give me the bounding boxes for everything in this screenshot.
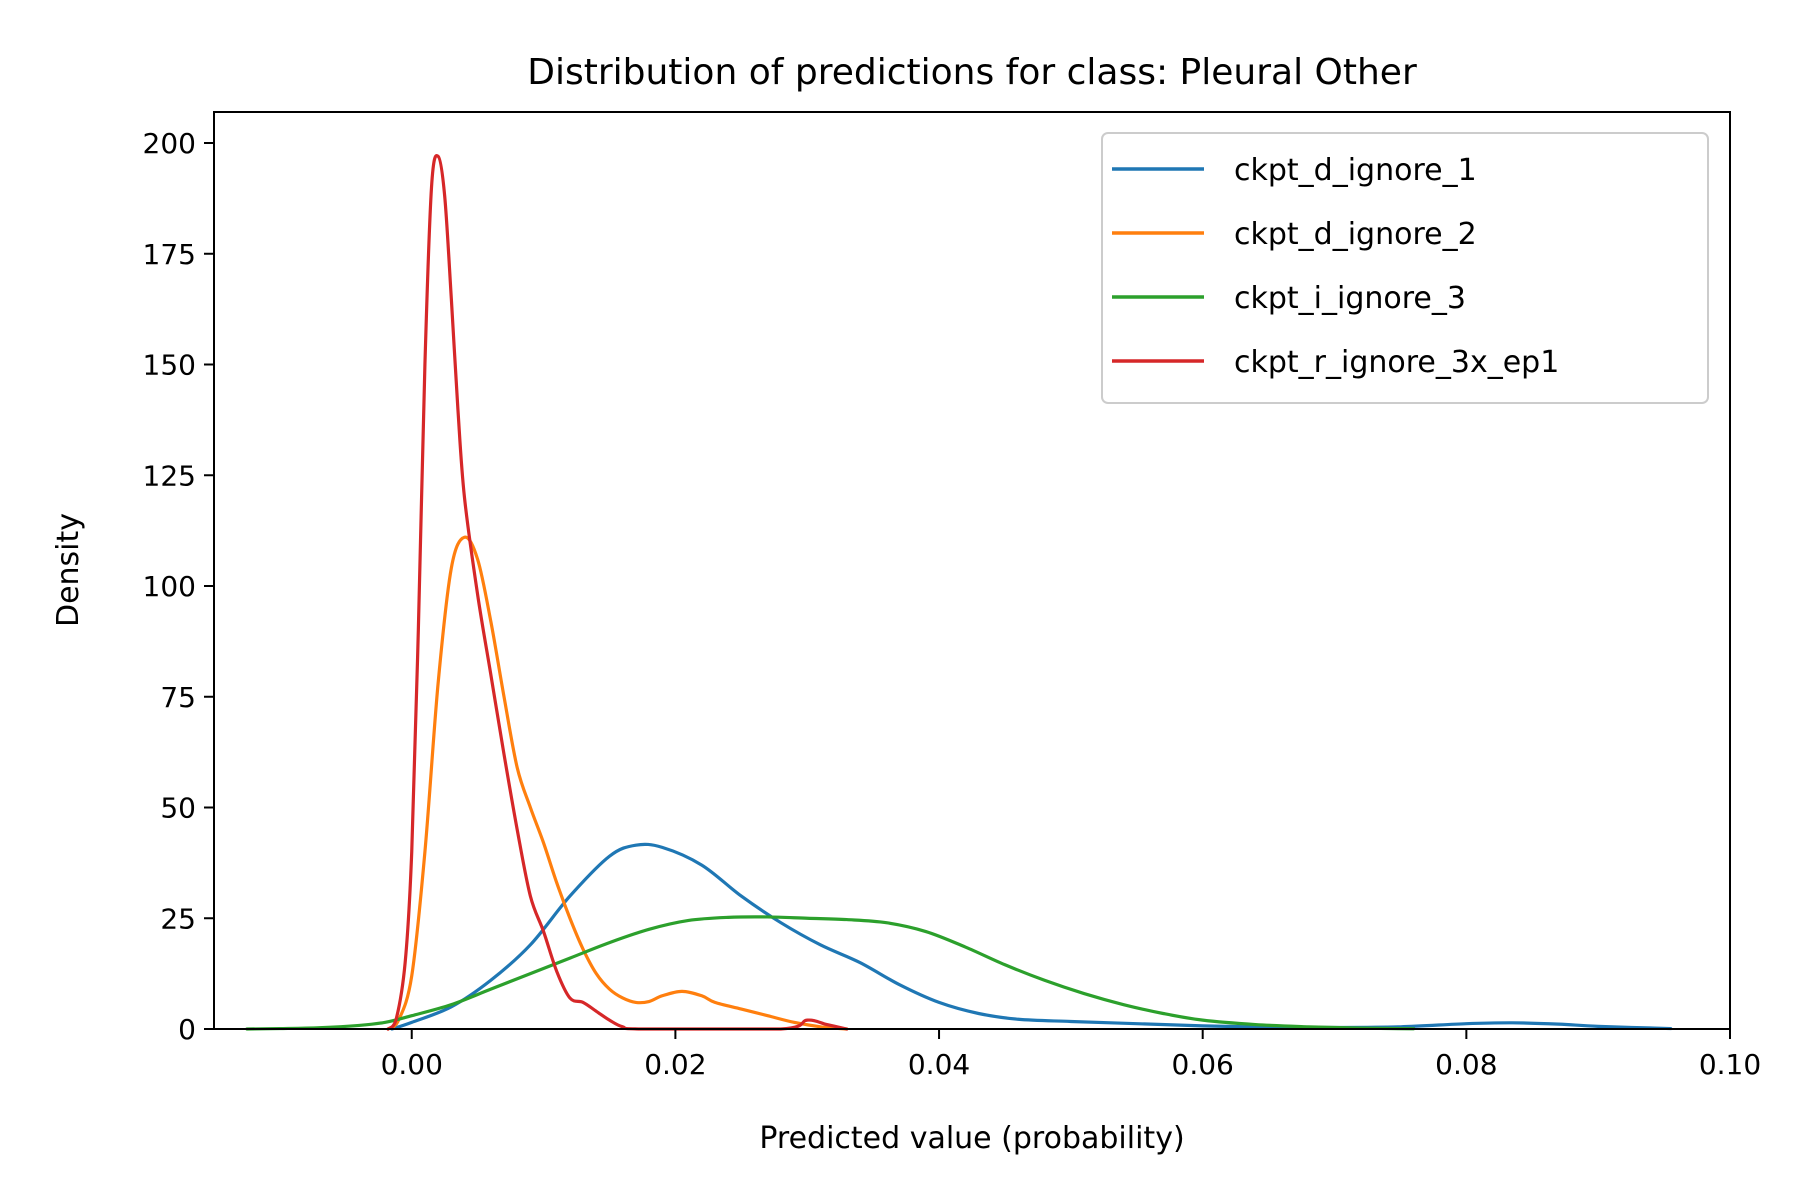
legend-label: ckpt_d_ignore_2 bbox=[1234, 217, 1477, 252]
x-tick-label: 0.10 bbox=[1699, 1048, 1761, 1081]
legend: ckpt_d_ignore_1 ckpt_d_ignore_2 ckpt_i_ign… bbox=[1101, 132, 1709, 404]
series-line-4 bbox=[386, 154, 849, 1031]
series-line-2 bbox=[386, 535, 849, 1031]
y-axis: 0 25 50 75 100 125 150 175 200 bbox=[143, 127, 214, 1046]
chart-title: Distribution of predictions for class: P… bbox=[527, 52, 1417, 93]
legend-label: ckpt_i_ignore_3 bbox=[1234, 281, 1466, 316]
legend-box bbox=[1101, 132, 1709, 404]
x-tick-label: 0.06 bbox=[1172, 1048, 1234, 1081]
legend-items: ckpt_d_ignore_1 ckpt_d_ignore_2 ckpt_i_ign… bbox=[1112, 153, 1559, 380]
y-tick-label: 150 bbox=[143, 349, 196, 382]
y-tick-label: 75 bbox=[160, 681, 196, 714]
y-tick-label: 125 bbox=[143, 459, 196, 492]
y-tick-label: 0 bbox=[178, 1013, 196, 1046]
y-tick-label: 200 bbox=[143, 127, 196, 160]
x-tick-label: 0.04 bbox=[908, 1048, 970, 1081]
x-tick-label: 0.00 bbox=[381, 1048, 443, 1081]
y-tick-label: 100 bbox=[143, 570, 196, 603]
legend-label: ckpt_d_ignore_1 bbox=[1234, 153, 1477, 188]
y-tick-label: 25 bbox=[160, 902, 196, 935]
series-line-3 bbox=[245, 915, 1416, 1031]
y-tick-label: 50 bbox=[160, 792, 196, 825]
x-tick-label: 0.02 bbox=[644, 1048, 706, 1081]
x-axis-label: Predicted value (probability) bbox=[759, 1121, 1184, 1156]
plot-lines bbox=[245, 154, 1673, 1031]
legend-label: ckpt_r_ignore_3x_ep1 bbox=[1234, 345, 1559, 380]
x-tick-label: 0.08 bbox=[1435, 1048, 1497, 1081]
plot-frame bbox=[213, 111, 1731, 1030]
y-axis-label: Density bbox=[51, 513, 86, 627]
y-tick-label: 175 bbox=[143, 238, 196, 271]
x-axis: 0.00 0.02 0.04 0.06 0.08 0.10 bbox=[381, 1029, 1761, 1081]
